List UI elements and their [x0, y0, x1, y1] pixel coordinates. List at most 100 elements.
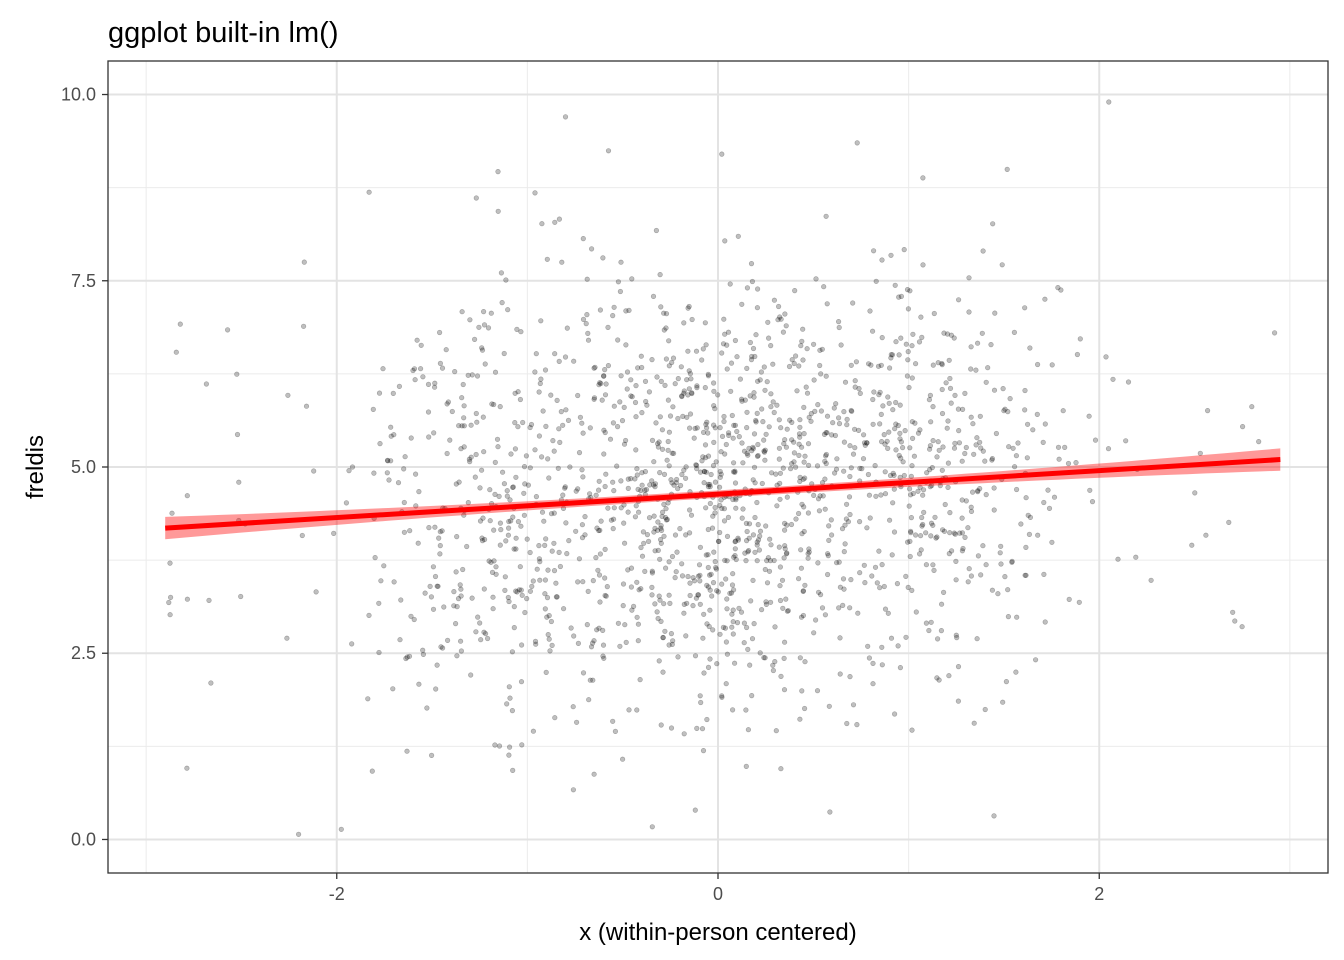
data-point: [927, 467, 933, 473]
data-point: [934, 534, 940, 540]
data-point: [750, 345, 757, 352]
data-point: [434, 583, 440, 589]
data-point: [946, 550, 952, 557]
data-point: [1009, 559, 1015, 565]
data-point: [533, 351, 539, 357]
data-point: [597, 527, 603, 534]
data-point: [739, 398, 745, 404]
data-point: [800, 588, 807, 594]
data-point: [1249, 404, 1255, 410]
data-point: [882, 491, 889, 497]
data-point: [966, 309, 972, 315]
data-point: [778, 673, 784, 680]
data-point: [683, 464, 689, 470]
data-point: [296, 831, 302, 837]
data-point: [460, 566, 466, 573]
data-point: [739, 301, 745, 307]
data-point: [456, 423, 462, 429]
data-point: [445, 399, 452, 405]
data-point: [702, 442, 709, 448]
data-point: [492, 491, 498, 498]
data-point: [624, 386, 630, 392]
data-point: [822, 612, 829, 618]
data-point: [504, 488, 510, 494]
data-point: [621, 404, 627, 411]
data-point: [586, 697, 592, 703]
data-point: [973, 367, 979, 373]
data-point: [855, 610, 861, 616]
data-point: [638, 544, 644, 551]
data-point: [721, 413, 727, 420]
data-point: [990, 221, 996, 227]
data-point: [679, 393, 685, 399]
data-point: [629, 276, 635, 282]
data-point: [886, 517, 893, 523]
data-point: [652, 484, 658, 490]
data-point: [762, 387, 768, 393]
data-point: [469, 595, 475, 601]
data-point: [638, 353, 644, 359]
data-point: [728, 388, 734, 394]
data-point: [206, 597, 212, 604]
data-point: [544, 594, 551, 601]
data-point: [736, 434, 742, 440]
data-point: [710, 627, 716, 633]
data-point: [456, 479, 462, 485]
data-point: [632, 514, 639, 520]
data-point: [951, 445, 958, 451]
data-point: [675, 654, 681, 660]
data-point: [804, 346, 810, 352]
data-point: [573, 719, 580, 725]
data-point: [1003, 678, 1010, 685]
data-point: [701, 469, 708, 475]
data-point: [703, 469, 709, 475]
data-point: [635, 638, 641, 644]
data-point: [724, 533, 731, 540]
data-point: [397, 637, 403, 643]
data-point: [570, 704, 576, 710]
data-point: [1004, 166, 1010, 172]
data-point: [575, 392, 581, 399]
data-point: [847, 673, 853, 680]
data-point: [673, 476, 680, 483]
data-point: [679, 393, 685, 400]
data-point: [430, 564, 437, 570]
data-point: [959, 548, 966, 554]
data-point: [481, 629, 487, 635]
data-point: [495, 208, 501, 214]
data-point: [772, 658, 778, 665]
data-point: [689, 390, 695, 396]
data-point: [936, 447, 942, 453]
data-point: [784, 494, 790, 500]
data-point: [658, 618, 664, 625]
data-point: [718, 449, 724, 455]
data-point: [707, 481, 713, 488]
data-point: [365, 696, 371, 702]
regression-line: [165, 457, 1281, 531]
data-point: [687, 592, 693, 599]
data-point: [852, 445, 858, 451]
data-point: [390, 390, 396, 397]
data-point: [381, 563, 387, 569]
data-point: [439, 528, 445, 534]
data-point: [460, 381, 466, 388]
data-point: [284, 635, 290, 641]
data-point: [1023, 544, 1029, 551]
data-point: [825, 552, 831, 559]
data-point: [848, 362, 854, 368]
data-point: [426, 434, 432, 440]
data-point: [1045, 487, 1051, 493]
data-point: [870, 681, 876, 687]
data-point: [492, 369, 499, 375]
data-point: [763, 599, 769, 605]
data-point: [469, 372, 475, 378]
data-point: [515, 389, 521, 395]
data-point: [781, 639, 788, 645]
data-point: [621, 540, 628, 546]
data-point: [963, 444, 969, 451]
data-point: [955, 663, 962, 670]
data-point: [774, 482, 780, 488]
data-point: [538, 376, 544, 382]
data-point: [301, 323, 307, 329]
data-point: [513, 474, 519, 480]
